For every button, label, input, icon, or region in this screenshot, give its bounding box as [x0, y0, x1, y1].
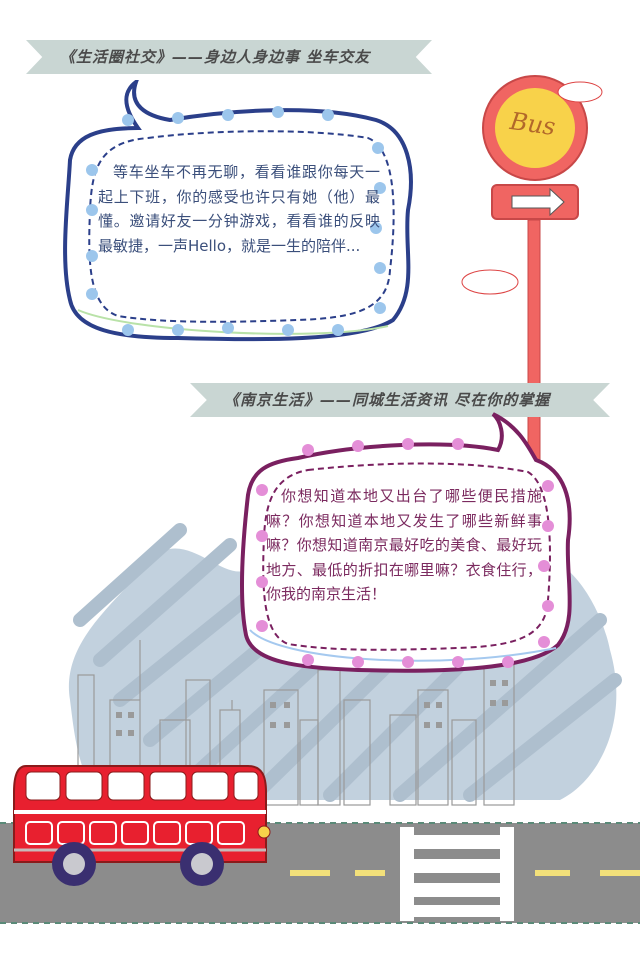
section2-heading: 《南京生活》——同城生活资讯 尽在你的掌握	[190, 383, 610, 417]
section2-body: 你想知道本地又出台了哪些便民措施嘛？你想知道本地又发生了哪些新鲜事嘛？你想知道南…	[266, 487, 542, 603]
section1-body: 等车坐车不再无聊，看看谁跟你每天一起上下班，你的感受也许只有她（他）最懂。邀请好…	[98, 163, 380, 255]
section1-heading: 《生活圈社交》——身边人身边事 坐车交友	[26, 40, 432, 74]
speech-bubble-2	[240, 412, 572, 673]
bus-wheels	[52, 842, 224, 886]
red-bus	[13, 765, 271, 886]
speech-bubble-1	[63, 80, 413, 342]
arrow-right-icon	[511, 187, 565, 217]
